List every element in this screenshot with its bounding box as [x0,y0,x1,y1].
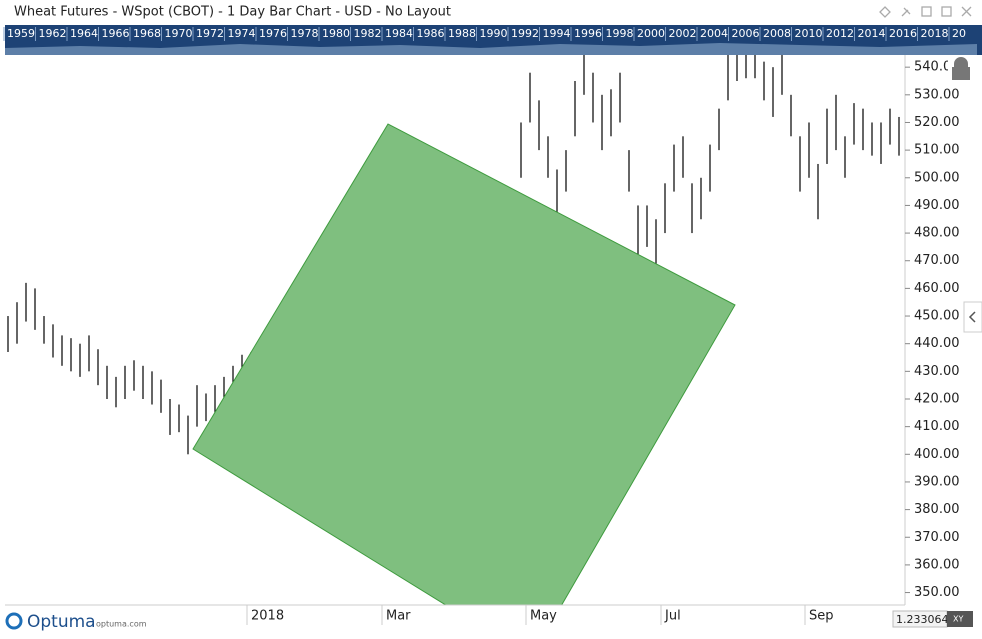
y-tick-label: 390.00 [914,474,960,489]
timeline-year: 1982 [354,27,382,40]
x-tick-label: Sep [809,609,834,624]
y-tick-label: 470.00 [914,253,960,268]
timeline-year: 1962 [39,27,67,40]
mode-label: XY [953,615,963,624]
x-tick-label: Mar [386,609,411,624]
y-tick-label: 520.00 [914,115,960,130]
x-tick-label: May [530,609,557,624]
y-tick-label: 400.00 [914,447,960,462]
timeline-year: 2010 [795,27,823,40]
y-tick-label: 350.00 [914,585,960,600]
timeline-year: 1968 [133,27,161,40]
window-controls[interactable] [879,6,972,18]
brand-name: Optuma [27,612,96,632]
y-tick-label: 510.00 [914,143,960,158]
timeline-year: 1984 [385,27,413,40]
timeline-year: 1966 [102,27,130,40]
timeline-year: 1996 [574,27,602,40]
timeline-year: 1974 [228,27,256,40]
timeline-year: 2014 [858,27,886,40]
readout-value: 1.2330640 [896,613,956,626]
timeline-year: 2000 [637,27,665,40]
y-tick-label: 430.00 [914,364,960,379]
timeline-profile [5,43,977,55]
timeline-year: 2012 [826,27,854,40]
side-panel-toggle[interactable] [963,301,982,333]
chevron [968,311,976,323]
y-tick-label: 490.00 [914,198,960,213]
timeline-year: 2002 [669,27,697,40]
y-tick-label: 480.00 [914,226,960,241]
brand-logo [5,612,23,630]
drawn-rectangle-tool[interactable] [192,123,736,620]
brand-url: optuma.com [96,620,147,629]
timeline-year: 2008 [763,27,791,40]
timeline-year: 2018 [921,27,949,40]
timeline-year: 1972 [196,27,224,40]
y-tick-label: 440.00 [914,336,960,351]
timeline-year: 1992 [511,27,539,40]
timeline-year: 1980 [322,27,350,40]
y-tick-label: 370.00 [914,530,960,545]
timeline-year: 1988 [448,27,476,40]
timeline-year: 1964 [70,27,98,40]
lock-icon [952,57,970,80]
timeline-year: 1998 [606,27,634,40]
y-tick-label: 450.00 [914,309,960,324]
y-tick-label: 410.00 [914,419,960,434]
timeline-year: 1959 [7,27,35,40]
timeline-year: 1978 [291,27,319,40]
timeline-year: 1970 [165,27,193,40]
timeline-strip[interactable]: 1959 1962 1964 1966 1968 1970 1972 1974 1976 1978… [3,25,982,55]
timeline-year: 2016 [889,27,917,40]
window-title: Wheat Futures - WSpot (CBOT) - 1 Day Bar… [14,5,451,20]
timeline-year: 1976 [259,27,287,40]
y-tick-label: 380.00 [914,502,960,517]
timeline-year: 2006 [732,27,760,40]
timeline-year: 1994 [543,27,571,40]
x-tick-label: Jul [664,609,681,624]
y-tick-label: 500.00 [914,170,960,185]
timeline-year: 20 [952,27,966,40]
y-tick-label: 360.00 [914,557,960,572]
x-tick-label: 2018 [251,609,284,624]
timeline-year: 1990 [480,27,508,40]
timeline-year: 2004 [700,27,728,40]
y-tick-label: 420.00 [914,391,960,406]
mode-button[interactable] [947,611,973,627]
y-tick-label: 460.00 [914,281,960,296]
y-tick-label: 530.00 [914,87,960,102]
timeline-year: 1986 [417,27,445,40]
